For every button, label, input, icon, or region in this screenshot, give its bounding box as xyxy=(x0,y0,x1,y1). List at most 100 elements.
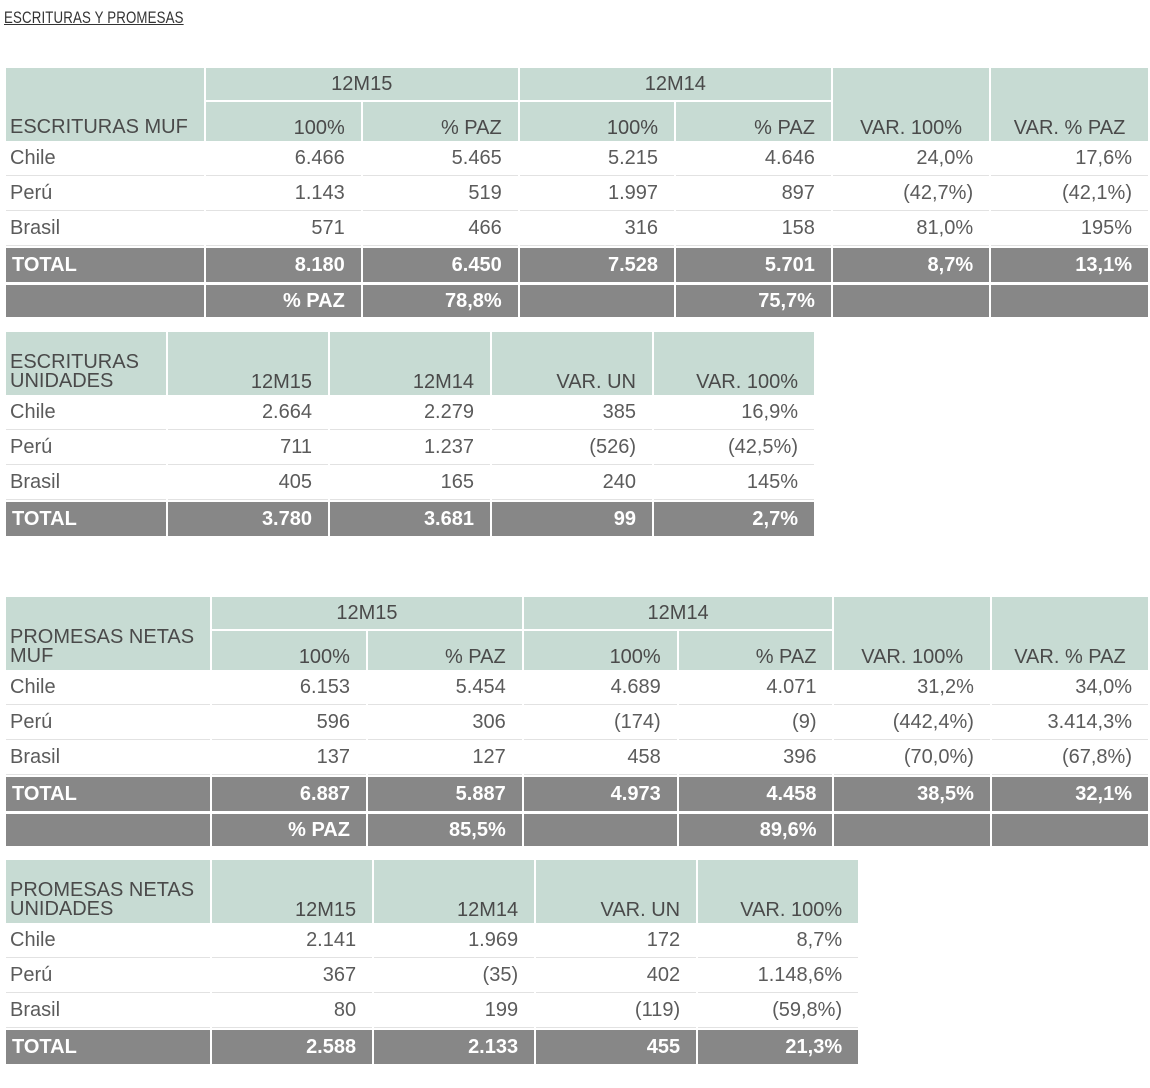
total-cell: 3.780 xyxy=(168,500,328,536)
table-row: Brasil 137 127 458 396 (70,0%) (67,8%) xyxy=(6,740,1148,775)
table-cell: 4.071 xyxy=(678,670,833,705)
total-cell: 99 xyxy=(492,500,652,536)
row-label: Chile xyxy=(6,670,211,705)
column-header: % PAZ xyxy=(676,102,831,141)
header-line: MUF xyxy=(10,645,54,668)
table-cell: 405 xyxy=(168,465,328,500)
table-cell: (42,5%) xyxy=(654,430,814,465)
total-cell: 7.528 xyxy=(519,246,675,282)
table-cell: 2.664 xyxy=(168,395,328,430)
table-cell: 385 xyxy=(492,395,652,430)
table-cell: 519 xyxy=(362,176,518,211)
column-header: VAR. 100% xyxy=(698,860,859,923)
table-cell: 711 xyxy=(168,430,328,465)
paz-blank-cell xyxy=(991,811,1148,846)
total-cell: 6.450 xyxy=(362,246,518,282)
table-cell: 5.215 xyxy=(519,141,675,176)
paz-blank-cell xyxy=(6,282,204,317)
table-cell: 195% xyxy=(991,211,1148,246)
table-row-label-header: PROMESAS NETAS UNIDADES xyxy=(6,860,211,923)
total-cell: 5.887 xyxy=(367,775,522,811)
table-cell: 165 xyxy=(330,465,490,500)
table-cell: 306 xyxy=(367,705,522,740)
column-header: 12M14 xyxy=(330,332,490,395)
table-cell: (67,8%) xyxy=(991,740,1148,775)
table-cell: 6.153 xyxy=(212,670,366,705)
escrituras-unidades-table: ESCRITURAS UNIDADES 12M15 12M14 VAR. UN … xyxy=(4,332,816,536)
table-cell: 571 xyxy=(205,211,361,246)
table-cell: 5.454 xyxy=(367,670,522,705)
table-cell: 199 xyxy=(374,993,535,1028)
table-cell: 1.997 xyxy=(519,176,675,211)
table-row: Perú 596 306 (174) (9) (442,4%) 3.414,3% xyxy=(6,705,1148,740)
table-cell: 127 xyxy=(367,740,522,775)
table-cell: 34,0% xyxy=(991,670,1148,705)
table-row: Chile 6.466 5.465 5.215 4.646 24,0% 17,6… xyxy=(6,141,1148,176)
table-cell: (442,4%) xyxy=(834,705,990,740)
total-cell: 3.681 xyxy=(330,500,490,536)
period-header-12m15: 12M15 xyxy=(212,597,522,631)
paz-value-12m15: 78,8% xyxy=(362,282,518,317)
table-row: Perú 711 1.237 (526) (42,5%) xyxy=(6,430,814,465)
table-cell: (526) xyxy=(492,430,652,465)
table-cell: 16,9% xyxy=(654,395,814,430)
row-label: Brasil xyxy=(6,211,204,246)
total-cell: 32,1% xyxy=(991,775,1148,811)
paz-blank-cell xyxy=(832,282,990,317)
table-cell: 145% xyxy=(654,465,814,500)
column-header: 12M14 xyxy=(374,860,535,923)
table-cell: 80 xyxy=(212,993,373,1028)
total-label: TOTAL xyxy=(6,246,204,282)
total-cell: 2.133 xyxy=(374,1028,535,1064)
total-cell: 21,3% xyxy=(698,1028,859,1064)
table-cell: 402 xyxy=(536,958,697,993)
paz-value-12m14: 89,6% xyxy=(678,811,833,846)
row-label: Perú xyxy=(6,176,204,211)
table-cell: 172 xyxy=(536,923,697,958)
paz-row: % PAZ 85,5% 89,6% xyxy=(6,811,1148,846)
total-cell: 13,1% xyxy=(991,246,1148,282)
table-row-label-header: ESCRITURAS MUF xyxy=(6,68,204,141)
column-header: 12M15 xyxy=(168,332,328,395)
table-cell: 897 xyxy=(676,176,831,211)
total-cell: 455 xyxy=(536,1028,697,1064)
total-row: TOTAL 2.588 2.133 455 21,3% xyxy=(6,1028,859,1064)
table-row: Brasil 405 165 240 145% xyxy=(6,465,814,500)
table-cell: (42,1%) xyxy=(991,176,1148,211)
total-cell: 2.588 xyxy=(212,1028,373,1064)
table-cell: 240 xyxy=(492,465,652,500)
column-header: 100% xyxy=(212,631,366,670)
escrituras-muf-table: ESCRITURAS MUF 12M15 12M14 VAR. 100% VAR… xyxy=(4,68,1150,317)
table-cell: 596 xyxy=(212,705,366,740)
total-cell: 4.458 xyxy=(678,775,833,811)
table-cell: 137 xyxy=(212,740,366,775)
paz-row: % PAZ 78,8% 75,7% xyxy=(6,282,1148,317)
total-cell: 4.973 xyxy=(523,775,677,811)
paz-value-12m15: 85,5% xyxy=(367,811,522,846)
table-row: Brasil 80 199 (119) (59,8%) xyxy=(6,993,859,1028)
table-cell: 1.969 xyxy=(374,923,535,958)
total-label: TOTAL xyxy=(6,1028,211,1064)
table-cell: 31,2% xyxy=(834,670,990,705)
column-header: 100% xyxy=(205,102,361,141)
paz-blank-cell xyxy=(519,282,675,317)
table-cell: 1.148,6% xyxy=(698,958,859,993)
total-cell: 5.701 xyxy=(676,246,831,282)
table-cell: 2.141 xyxy=(212,923,373,958)
paz-blank-cell xyxy=(523,811,677,846)
row-label: Perú xyxy=(6,705,211,740)
table-cell: (9) xyxy=(678,705,833,740)
page-title: ESCRITURAS Y PROMESAS xyxy=(4,8,184,27)
total-cell: 2,7% xyxy=(654,500,814,536)
table-cell: 158 xyxy=(676,211,831,246)
paz-label: % PAZ xyxy=(205,282,361,317)
header-line: PROMESAS NETAS xyxy=(10,625,195,648)
column-header: VAR. UN xyxy=(492,332,652,395)
paz-label: % PAZ xyxy=(212,811,366,846)
row-label: Chile xyxy=(6,395,166,430)
period-header-12m14: 12M14 xyxy=(519,68,831,102)
column-header: VAR. 100% xyxy=(834,597,990,670)
total-row: TOTAL 3.780 3.681 99 2,7% xyxy=(6,500,814,536)
total-row: TOTAL 8.180 6.450 7.528 5.701 8,7% 13,1% xyxy=(6,246,1148,282)
column-header: VAR. 100% xyxy=(832,68,990,141)
